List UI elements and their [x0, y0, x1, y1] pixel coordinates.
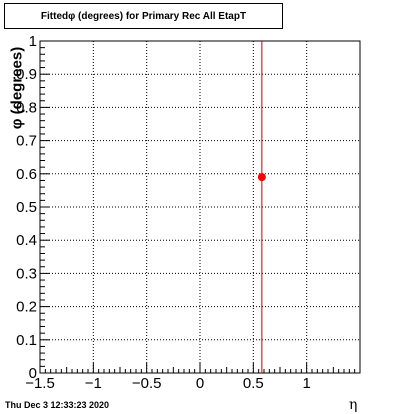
x-tick-label: 1 [302, 375, 310, 392]
x-tick-label: −1 [85, 375, 102, 392]
chart-title-box: Fittedφ (degrees) for Primary Rec All Et… [4, 3, 283, 29]
y-tick-label: 0.8 [16, 99, 37, 116]
y-tick-label: 0.1 [16, 332, 37, 349]
y-tick-label: 0.4 [16, 232, 37, 249]
chart-title: Fittedφ (degrees) for Primary Rec All Et… [40, 11, 247, 22]
data-point [257, 173, 266, 182]
y-tick-label: 0.9 [16, 66, 37, 83]
y-tick-label: 0 [29, 365, 37, 382]
y-axis-label: φ (degrees) [8, 46, 26, 130]
y-tick-label: 1 [29, 33, 37, 50]
x-tick-label: −1.5 [25, 375, 55, 392]
y-tick-label: 0.6 [16, 166, 37, 183]
y-tick-label: 0.2 [16, 299, 37, 316]
y-tick-label: 0.7 [16, 133, 37, 150]
x-axis-label: η [349, 397, 358, 413]
y-tick-label: 0.5 [16, 199, 37, 216]
x-tick-label: 0 [196, 375, 204, 392]
x-tick-label: 0.5 [243, 375, 264, 392]
timestamp-label: Thu Dec 3 12:33:23 2020 [5, 400, 110, 410]
x-tick-label: −0.5 [132, 375, 162, 392]
y-tick-label: 0.3 [16, 265, 37, 282]
